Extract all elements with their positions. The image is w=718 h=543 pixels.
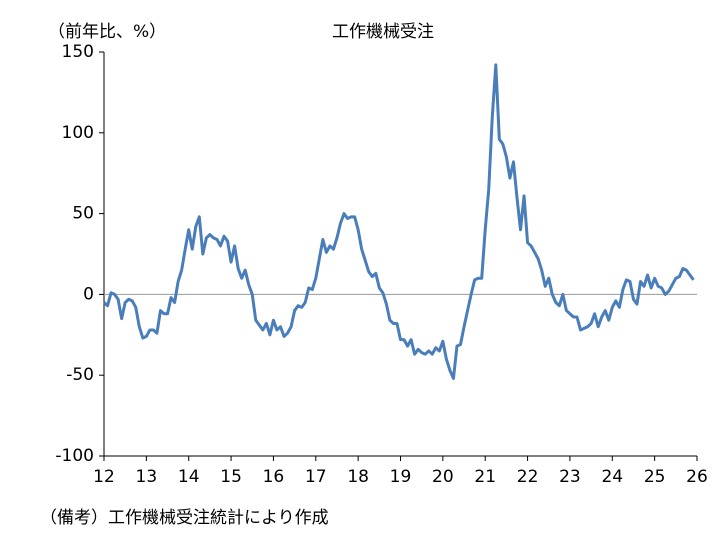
x-tick-label: 26 <box>686 467 708 487</box>
y-tick-label: -50 <box>66 365 94 385</box>
y-tick-label: 50 <box>72 204 94 224</box>
y-tick-label: 100 <box>62 123 94 143</box>
x-tick-label: 20 <box>432 467 454 487</box>
x-tick-label: 15 <box>220 467 242 487</box>
y-tick-label: 150 <box>62 42 94 62</box>
x-tick-label: 25 <box>644 467 666 487</box>
x-tick-label: 19 <box>390 467 412 487</box>
x-tick-label: 13 <box>136 467 158 487</box>
data-line <box>102 63 695 380</box>
y-axis-label: （前年比、%） <box>48 22 166 42</box>
x-tick-label: 18 <box>347 467 369 487</box>
y-tick-label: 0 <box>83 284 94 304</box>
x-tick-label: 22 <box>517 467 539 487</box>
x-tick-label: 21 <box>474 467 496 487</box>
x-tick-label: 16 <box>263 467 285 487</box>
x-tick-label: 14 <box>178 467 200 487</box>
x-tick-label: 24 <box>601 467 623 487</box>
x-tick-label: 23 <box>559 467 581 487</box>
x-tick-label: 12 <box>93 467 115 487</box>
chart-title: 工作機械受注 <box>332 22 434 42</box>
note: （備考）工作機械受注統計により作成 <box>40 508 329 528</box>
x-tick-label: 17 <box>305 467 327 487</box>
y-tick-label: -100 <box>55 446 94 466</box>
